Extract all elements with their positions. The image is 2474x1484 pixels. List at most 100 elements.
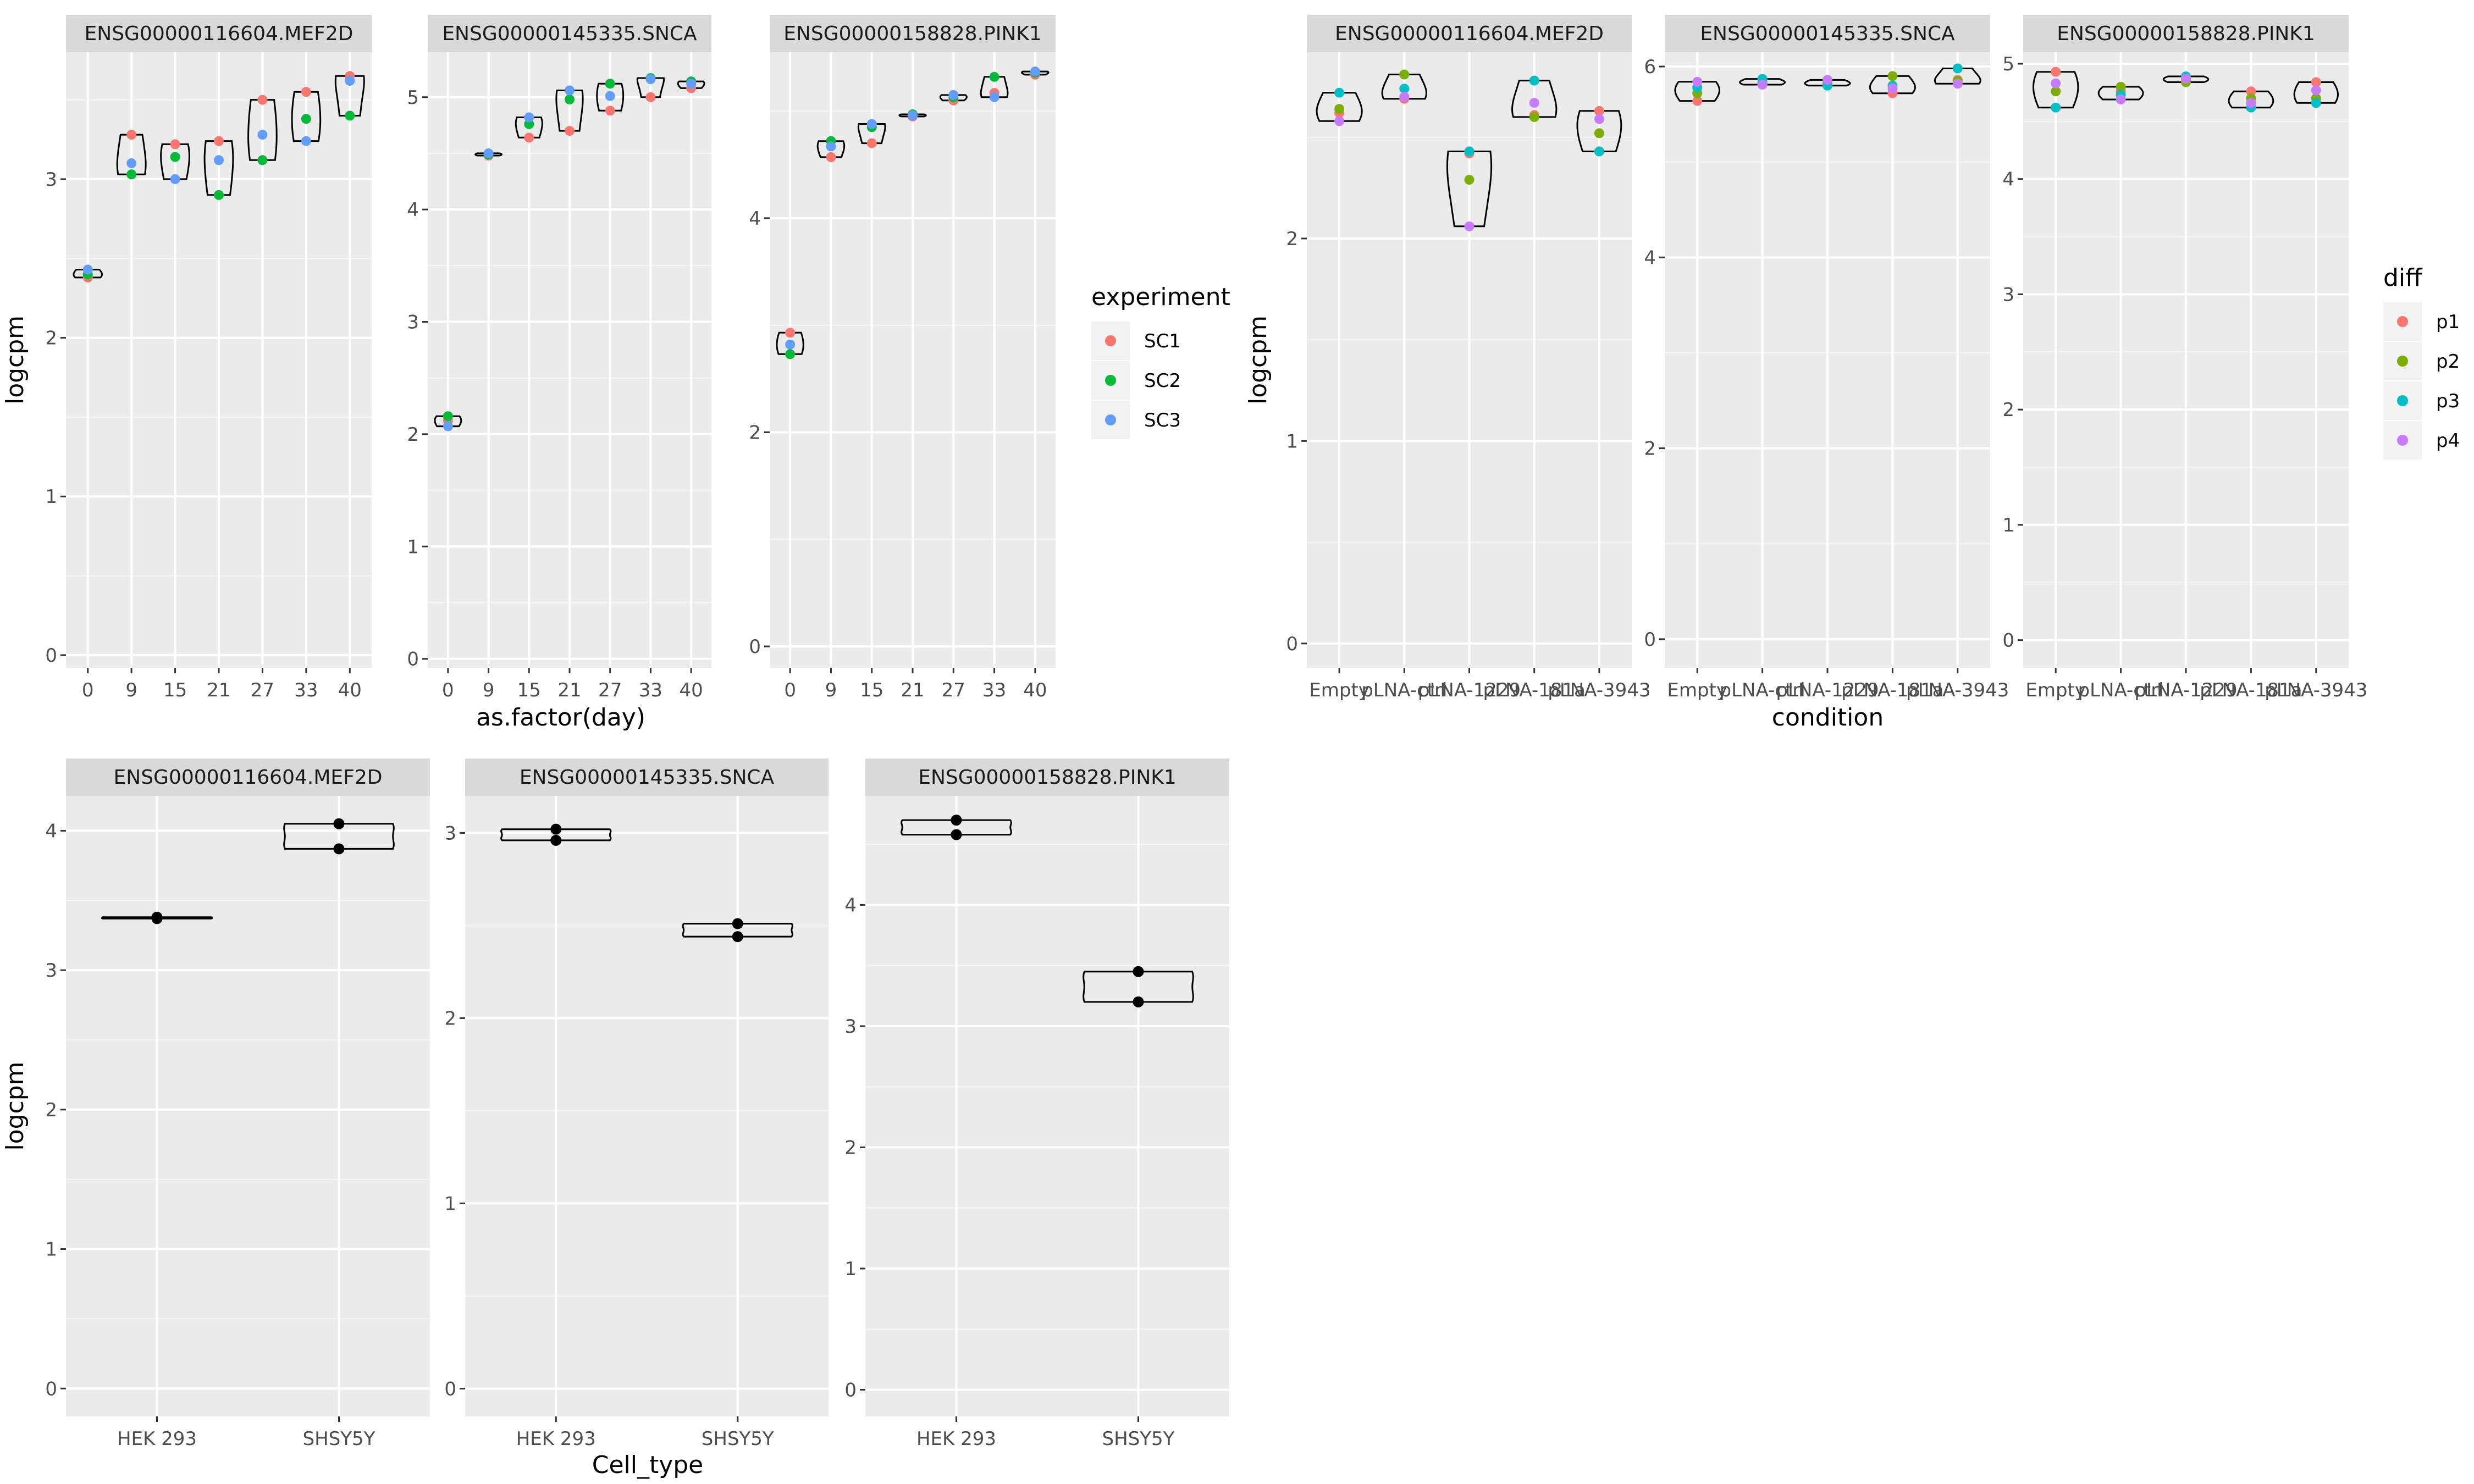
facet-strip — [428, 15, 711, 52]
violin-shape — [434, 415, 462, 428]
facet-title: ENSG00000145335.SNCA — [1700, 23, 1955, 45]
violin-shape — [816, 140, 846, 158]
facet-strip — [465, 758, 829, 796]
x-tick-label: 27 — [598, 679, 622, 701]
data-point-p2 — [1887, 71, 1898, 81]
data-point-p4 — [1757, 80, 1768, 90]
facet-strip — [1307, 15, 1632, 52]
data-point-p4 — [1594, 114, 1604, 124]
facet-celltype-0: ENSG00000116604.MEF2D 0 1 2 3 4 HEK 293 SHSY5Y — [45, 758, 430, 1450]
facet-title: ENSG00000116604.MEF2D — [85, 23, 354, 45]
data-point — [550, 823, 562, 835]
y-tick-label: 3 — [45, 169, 57, 191]
violin-shape — [1869, 75, 1916, 95]
data-point-SC3 — [1030, 67, 1040, 77]
data-point-SC2 — [126, 169, 137, 180]
data-point-SC1 — [785, 328, 796, 338]
violin-shape — [160, 143, 190, 180]
data-point — [1133, 966, 1144, 977]
data-point-SC3 — [645, 74, 656, 85]
data-point-p4 — [1399, 92, 1410, 102]
x-tick-label: 9 — [825, 679, 837, 701]
data-point — [1133, 996, 1144, 1007]
facet-title: ENSG00000145335.SNCA — [520, 766, 775, 789]
violin-shape — [980, 76, 1009, 98]
data-point-p2 — [1529, 112, 1539, 122]
legend-key-p3 — [2397, 395, 2408, 406]
legend-key-p4 — [2397, 435, 2408, 446]
y-tick-label: 4 — [1644, 247, 1656, 269]
x-tick-label: 0 — [442, 679, 454, 701]
y-tick-label: 3 — [444, 822, 456, 844]
violin-shape — [2032, 71, 2079, 109]
data-point-p3 — [1594, 146, 1604, 157]
data-point-SC2 — [565, 94, 575, 104]
data-point-p4 — [1952, 79, 1963, 89]
data-point — [151, 911, 163, 923]
data-point-SC1 — [645, 92, 656, 102]
y-tick-label: 0 — [844, 1379, 857, 1401]
x-tick-label: pLNA-3943 — [1906, 679, 2009, 701]
data-point-p2 — [1464, 175, 1475, 185]
x-tick-label: pLNA-3943 — [1548, 679, 1650, 701]
y-tick-label: 2 — [45, 328, 57, 350]
facet-celltype-1: ENSG00000145335.SNCA 0 1 2 3 HEK 293 SHSY5Y — [444, 758, 829, 1450]
violin-shape — [2097, 86, 2144, 101]
data-point-SC3 — [483, 148, 494, 158]
y-tick-label: 3 — [844, 1016, 857, 1038]
legend-label-p1: p1 — [2436, 311, 2460, 333]
violin-shape — [898, 113, 927, 118]
y-axis-title: logcpm — [1, 315, 29, 405]
x-tick-label: 21 — [207, 679, 230, 701]
data-point-p3 — [1334, 87, 1345, 98]
data-point-p3 — [1529, 75, 1539, 86]
y-tick-label: 4 — [45, 820, 57, 842]
data-point-p1 — [2051, 67, 2061, 77]
y-tick-label: 5 — [407, 87, 419, 109]
x-tick-label: SHSY5Y — [702, 1428, 774, 1450]
legend-label-SC2: SC2 — [1144, 370, 1181, 392]
data-point-SC3 — [605, 91, 615, 101]
x-tick-label: pLNA-181a — [1841, 679, 1943, 701]
data-point-SC3 — [301, 136, 311, 146]
y-tick-label: 6 — [1644, 56, 1656, 78]
x-tick-label: Empty — [2025, 679, 2086, 701]
facet-title: ENSG00000158828.PINK1 — [2057, 23, 2315, 45]
data-point-SC3 — [443, 421, 453, 431]
data-point-SC1 — [214, 136, 224, 146]
data-point-p3 — [1952, 63, 1963, 74]
violin-shape — [1021, 70, 1050, 76]
data-point-SC3 — [345, 75, 355, 86]
legend-key-SC1 — [1105, 335, 1116, 346]
x-tick-label: 15 — [517, 679, 541, 701]
x-tick-label: pLNA-1229 — [2134, 679, 2237, 701]
data-point-SC1 — [565, 126, 575, 136]
data-point-SC1 — [826, 152, 836, 162]
data-point-p1 — [2246, 86, 2256, 97]
violin-shape — [1739, 78, 1786, 86]
data-point-p4 — [2181, 74, 2191, 84]
x-tick-label: 40 — [1023, 679, 1047, 701]
data-point-SC2 — [214, 190, 224, 200]
legend: experiment SC1 SC2 SC3 — [1091, 283, 1230, 439]
y-tick-label: 2 — [1644, 438, 1656, 460]
violin-shape — [2162, 75, 2210, 83]
data-point — [951, 829, 962, 840]
facet-strip — [2023, 15, 2349, 52]
violin-shape — [247, 99, 278, 161]
violin-shape — [857, 123, 886, 145]
x-tick-label: 0 — [784, 679, 796, 701]
legend-key-p1 — [2397, 316, 2408, 327]
y-tick-label: 0 — [2002, 630, 2014, 652]
facet-celltype-2: ENSG00000158828.PINK1 0 1 2 3 4 HEK 293 SHSY5Y — [844, 758, 1229, 1450]
violin-shape — [2228, 90, 2274, 109]
y-tick-label: 4 — [2002, 169, 2014, 191]
x-tick-label: 33 — [294, 679, 318, 701]
violin-shape — [596, 82, 625, 112]
data-point-p2 — [1594, 128, 1604, 139]
violin-shape — [1934, 68, 1981, 85]
data-point-SC1 — [605, 106, 615, 116]
y-tick-label: 1 — [844, 1258, 857, 1280]
